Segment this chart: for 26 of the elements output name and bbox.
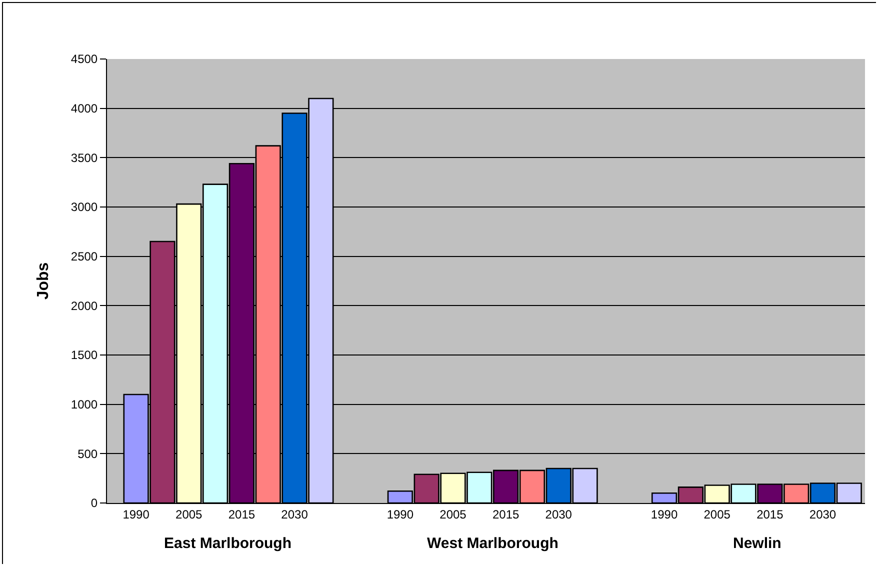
x-tick-label: 2030	[281, 507, 308, 522]
x-tick-label: 2005	[440, 507, 467, 522]
y-tick-label: 3500	[70, 150, 98, 165]
text: East Marlborough	[164, 535, 292, 552]
text: West Marlborough	[427, 535, 558, 552]
y-tick-label: 4500	[70, 52, 98, 66]
x-tick-label: 1990	[650, 507, 678, 522]
x-tick-label: 2005	[704, 507, 731, 522]
x-tick-label: 1990	[386, 507, 414, 522]
x-tick-label: 2030	[545, 507, 572, 522]
x-tick-label: 2015	[756, 507, 784, 522]
x-tick-label: 1990	[122, 507, 150, 522]
x-tick-label: 2005	[176, 507, 203, 522]
text: Newlin	[733, 535, 782, 552]
y-tick-label: 3000	[70, 200, 98, 214]
y-tick-label: 2000	[70, 298, 98, 313]
x-tick-label: 2030	[809, 507, 836, 522]
y-tick-label: 500	[78, 446, 98, 461]
y-axis-title: Jobs	[34, 262, 52, 300]
x-tick-label: 2015	[492, 507, 520, 522]
y-tick-label: 0	[90, 496, 98, 510]
y-tick-label: 1000	[70, 398, 98, 412]
x-tick-label: 2015	[228, 507, 256, 522]
y-tick-label: 2500	[70, 250, 98, 264]
y-tick-label: 1500	[70, 348, 98, 362]
y-tick-label: 4000	[70, 102, 98, 116]
